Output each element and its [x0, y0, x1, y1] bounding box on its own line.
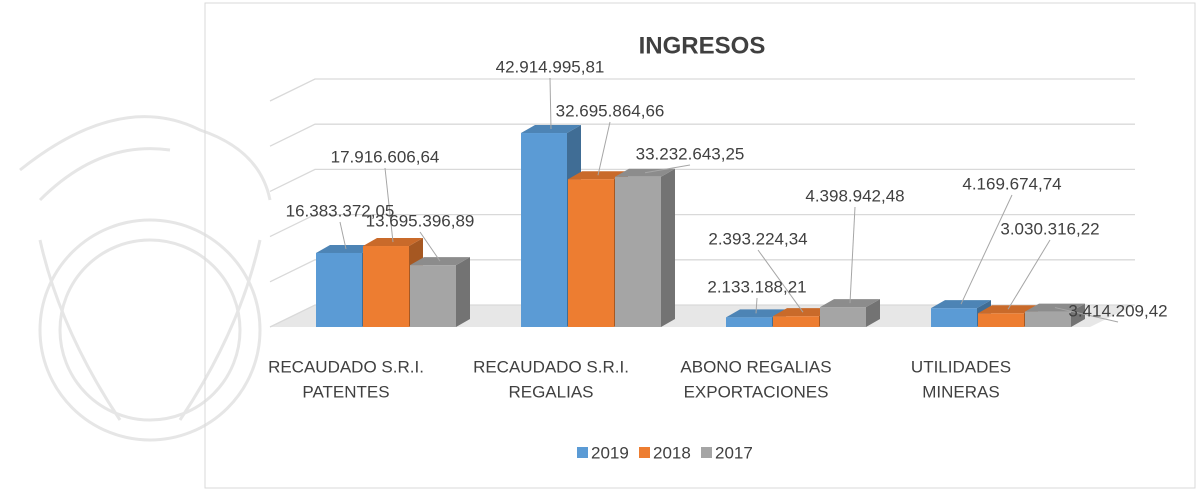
bar-front	[726, 317, 772, 327]
page: {"chart_data": {"type": "bar3d", "title"…	[0, 0, 1200, 495]
x-tick-label: REGALIAS	[508, 382, 593, 401]
legend-label: 2018	[653, 443, 691, 462]
x-tick-label: RECAUDADO S.R.I.	[473, 357, 629, 376]
bar	[615, 169, 675, 327]
legend-label: 2017	[715, 443, 753, 462]
x-tick-label: RECAUDADO S.R.I.	[268, 357, 424, 376]
chart: INGRESOS RECAUDADO S.R.I. PATENTES RECAUDA…	[0, 0, 1200, 495]
bar-front	[820, 307, 866, 327]
leader-line	[550, 78, 551, 129]
data-label: 3.414.209,42	[1068, 301, 1167, 320]
data-label: 33.232.643,25	[636, 144, 745, 163]
emblem-branch	[40, 240, 260, 420]
x-tick-label: MINERAS	[922, 382, 999, 401]
legend-swatch	[701, 447, 712, 458]
leader-line	[340, 222, 346, 249]
x-tick-label: PATENTES	[302, 382, 389, 401]
x-tick-label: ABONO REGALIAS	[680, 357, 831, 376]
data-label: 17.916.606,64	[331, 147, 440, 166]
chart-title: INGRESOS	[639, 32, 766, 59]
x-tick-label: EXPORTACIONES	[684, 382, 829, 401]
leader-line	[850, 207, 855, 303]
grid-line	[270, 124, 1135, 146]
bar-front	[521, 133, 567, 327]
data-label: 2.133.188,21	[707, 277, 806, 296]
data-label: 3.030.316,22	[1000, 219, 1099, 238]
bar-front	[363, 246, 409, 327]
data-label: 4.398.942,48	[805, 186, 904, 205]
emblem-wing	[40, 149, 170, 200]
emblem-wing	[20, 117, 270, 200]
bar-front	[773, 316, 819, 327]
legend-swatch	[639, 447, 650, 458]
leader-line	[598, 122, 610, 175]
bar-front	[316, 253, 362, 327]
legend-label: 2019	[591, 443, 629, 462]
bar-front	[978, 313, 1024, 327]
background-emblem	[20, 117, 270, 440]
emblem-ring	[40, 220, 260, 440]
bar	[820, 299, 880, 327]
data-label: 13.695.396,89	[366, 211, 475, 230]
grid-line	[270, 79, 1135, 101]
bar-side	[661, 169, 675, 327]
data-label: 4.169.674,74	[962, 174, 1061, 193]
data-label: 2.393.224,34	[708, 229, 807, 248]
x-tick-label: UTILIDADES	[911, 357, 1011, 376]
bar-front	[1025, 312, 1071, 327]
leader-line	[961, 195, 1012, 304]
data-label: 42.914.995,81	[496, 57, 605, 76]
emblem-ring	[60, 240, 240, 420]
bar-side	[456, 257, 470, 327]
bar-front	[410, 265, 456, 327]
leader-line	[1008, 240, 1050, 309]
data-label: 32.695.864,66	[556, 101, 665, 120]
bar	[410, 257, 470, 327]
bar-front	[568, 179, 614, 327]
bar-front	[615, 177, 661, 327]
legend-swatch	[577, 447, 588, 458]
bar-front	[931, 308, 977, 327]
